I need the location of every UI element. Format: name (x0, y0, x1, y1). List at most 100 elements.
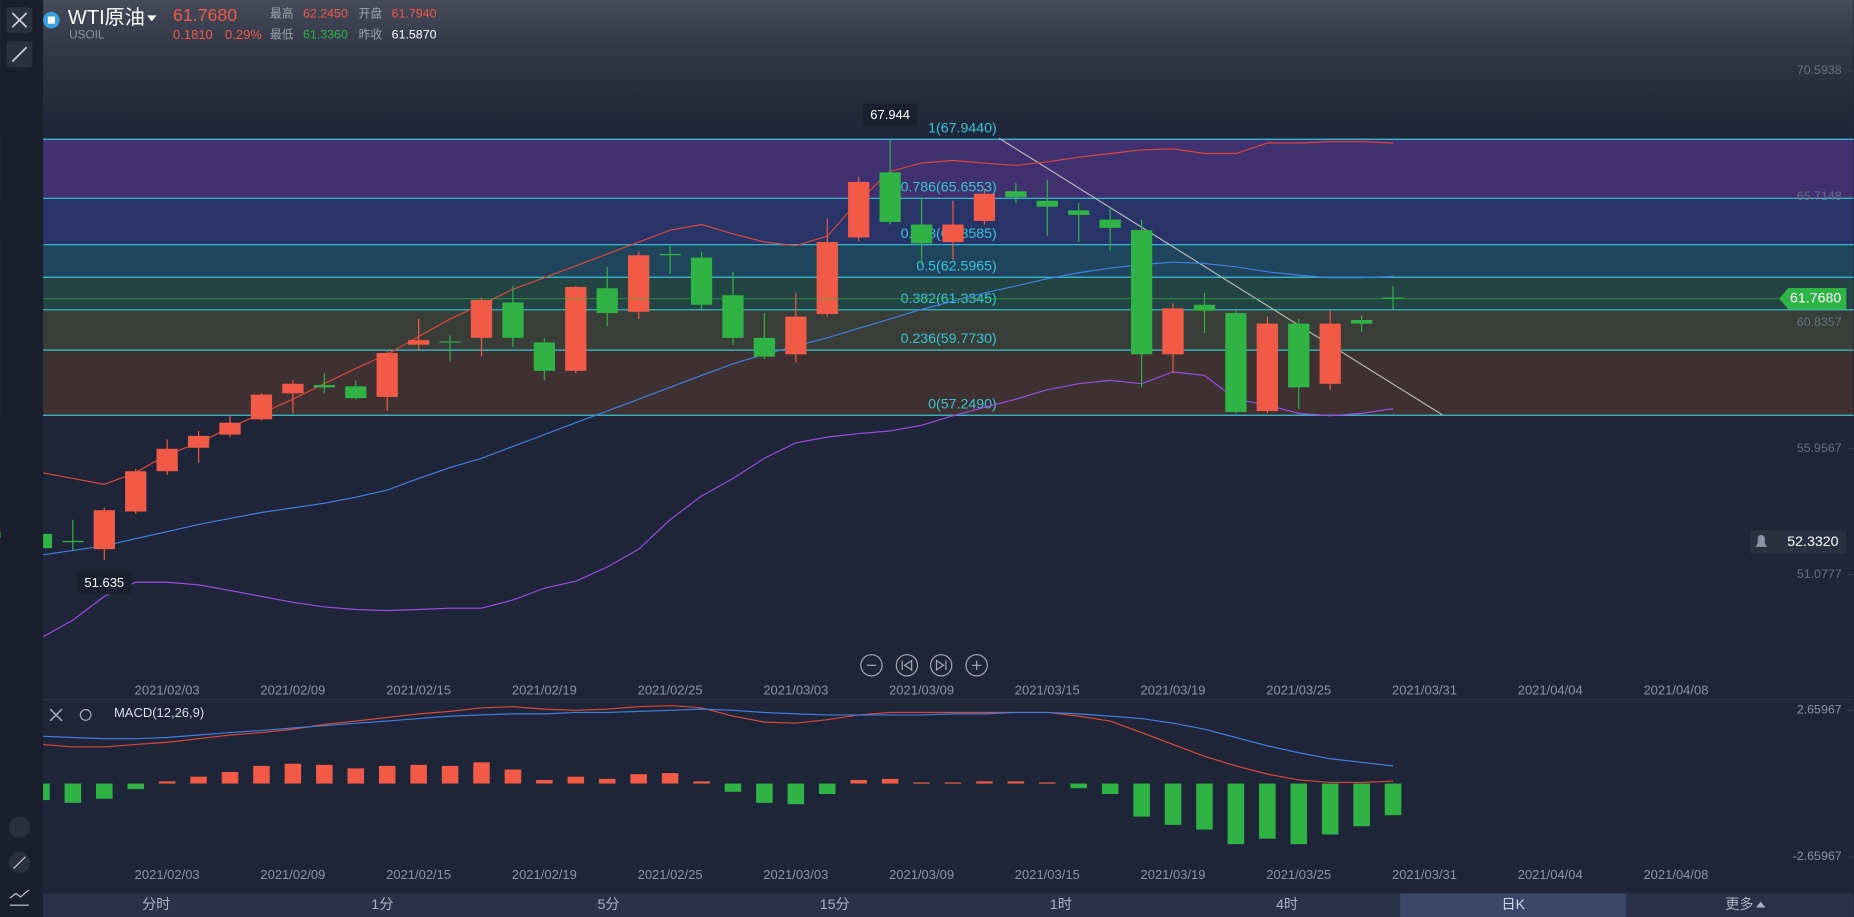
macd-bar (284, 763, 302, 784)
candle-body (1225, 313, 1247, 413)
macd-bar (567, 776, 585, 784)
macd-bar (473, 762, 490, 784)
symbol-dropdown[interactable] (147, 15, 157, 22)
alert-label: 52.3320 (1787, 534, 1838, 550)
close-macd[interactable] (49, 708, 63, 722)
tab[interactable] (1173, 893, 1401, 917)
macd-bar (881, 778, 899, 784)
candle-body (282, 383, 304, 394)
stat-value: 62.2450 (303, 6, 348, 20)
fib-layer: 1(67.9440)0.786(65.6553)0.618(63.8585)0.… (0, 120, 1854, 416)
fib-label: 0.236(59.7730) (901, 331, 997, 347)
symbol-code: USOIL (69, 28, 105, 42)
to-end[interactable] (929, 654, 953, 677)
icon (935, 659, 947, 672)
icon (901, 659, 913, 672)
macd-line (9, 708, 1394, 767)
x-tick-label: 2021/03/03 (763, 683, 828, 698)
macd-bar (756, 783, 773, 803)
candle-body (533, 342, 556, 371)
macd-bar (630, 774, 647, 784)
candle-body (910, 224, 933, 244)
top-shade (0, 0, 1854, 166)
y-tick-label: 55.9567 (1797, 441, 1842, 455)
indicator-tool[interactable] (8, 816, 31, 838)
zoom-out[interactable] (860, 654, 883, 677)
macd-bar (1196, 783, 1213, 830)
candle-body (1130, 230, 1153, 355)
candle-body (250, 394, 273, 420)
macd-title: MACD(12,26,9) (114, 705, 204, 720)
fib-band (0, 350, 1854, 416)
tab[interactable] (269, 893, 496, 917)
x-tick-label: 2021/03/09 (889, 683, 954, 698)
tab[interactable] (721, 893, 948, 917)
stat-label: 最低 (270, 28, 294, 42)
macd-line (9, 705, 1394, 783)
x-tick-label: 2021/03/09 (889, 867, 954, 882)
fib-band (0, 139, 1854, 199)
x-tick-label: 2021/02/15 (386, 683, 451, 698)
tab[interactable] (43, 893, 270, 917)
candle-body (1350, 319, 1373, 324)
fib-label: 1(67.9440) (928, 120, 997, 136)
icon (47, 16, 55, 24)
macd-bar (1070, 783, 1088, 789)
tab-label: 分时 (142, 897, 170, 913)
x-tick-label: 2021/03/15 (1015, 683, 1080, 698)
tab[interactable] (1400, 893, 1627, 917)
macd-bar (1259, 783, 1276, 839)
tab[interactable] (947, 893, 1174, 917)
fib-label: 0.786(65.6553) (901, 179, 997, 195)
candle-body (942, 224, 964, 243)
candle-body (785, 316, 807, 355)
zoom-in[interactable] (965, 654, 988, 677)
fib-band (0, 277, 1854, 310)
candle-body (1099, 219, 1121, 228)
x-tick-label: 2021/02/09 (260, 683, 325, 698)
x-tick-label: 2021/03/31 (1392, 867, 1457, 882)
tab-label: 1分 (371, 897, 393, 913)
macd-bar (96, 783, 113, 799)
candle-body (565, 286, 587, 371)
x-tick-label: 2021/03/25 (1266, 683, 1331, 698)
candle-body (439, 341, 461, 343)
macd-bar (1133, 783, 1150, 817)
high-tag (862, 103, 918, 127)
macd-bar (441, 765, 459, 784)
candle-body (156, 448, 178, 472)
x-tick-label: 2021/02/19 (512, 683, 577, 698)
candle-body (659, 253, 681, 256)
y-tick-label: 60.8357 (1797, 315, 1842, 329)
line-tool[interactable] (9, 889, 30, 906)
tab[interactable] (1626, 893, 1853, 917)
fib-band (0, 309, 1854, 351)
y-tick-label: 2.65967 (1797, 703, 1842, 717)
high-label: 67.944 (870, 107, 910, 122)
x-tick-label: 2021/04/04 (1518, 867, 1583, 882)
x-tick-label: 2021/04/08 (1643, 867, 1708, 882)
macd-chart: MACD(12,26,9) 2.65967 -2.65967 (1, 703, 1854, 863)
stat-label: 昨收 (359, 28, 383, 42)
macd-bar (724, 783, 742, 792)
band-line (9, 371, 1394, 657)
x-tick-label: 2021/02/19 (512, 867, 577, 882)
to-start[interactable] (895, 654, 919, 677)
change-pct: 0.29% (225, 27, 262, 42)
stat-label: 最高 (270, 6, 294, 20)
candle-body (93, 510, 115, 550)
candle-body (879, 172, 901, 222)
macd-bar (850, 779, 867, 784)
macd-bar (944, 782, 962, 784)
low-tag (77, 571, 132, 595)
trend-line (998, 137, 1443, 416)
candle-body (1036, 200, 1058, 207)
candle-body (1193, 304, 1216, 311)
macd-settings[interactable] (79, 709, 92, 721)
icon (11, 12, 28, 28)
macd-bar (818, 783, 836, 795)
main-chart: 70.5938 65.7148 60.8357 55.9567 51.0777 67.94… (0, 63, 1854, 882)
tab[interactable] (495, 893, 722, 917)
